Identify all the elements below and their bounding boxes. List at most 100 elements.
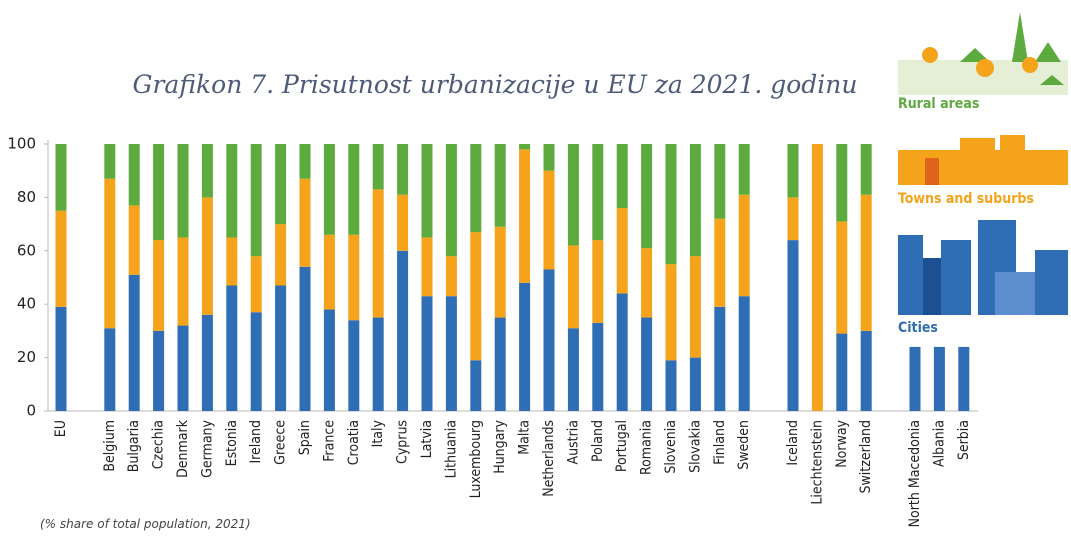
bar-segment bbox=[592, 240, 604, 323]
x-tick-label: Croatia bbox=[346, 420, 362, 465]
x-tick-label: Portugal bbox=[614, 420, 630, 472]
bar-segment bbox=[738, 296, 750, 411]
bar-segment bbox=[714, 144, 726, 219]
x-tick-label: Slovakia bbox=[687, 420, 703, 473]
bar-segment bbox=[689, 256, 701, 358]
bar-segment bbox=[445, 296, 457, 411]
bar-segment bbox=[641, 317, 653, 411]
x-tick-label: Lithuania bbox=[443, 420, 459, 478]
bar-segment bbox=[104, 144, 116, 179]
bar-segment bbox=[372, 317, 384, 411]
bars bbox=[55, 144, 970, 411]
bar-segment bbox=[372, 189, 384, 318]
bar-segment bbox=[55, 144, 67, 211]
bar-segment bbox=[104, 328, 116, 411]
legend: Cities Towns and suburbs Rural areas bbox=[898, 96, 1034, 336]
x-tick-label: Ireland bbox=[248, 420, 264, 464]
bar-segment bbox=[372, 144, 384, 190]
rural-tree bbox=[1022, 57, 1038, 73]
rural-tree bbox=[960, 48, 990, 62]
bar-segment bbox=[665, 144, 677, 265]
x-tick-label: Germany bbox=[199, 419, 215, 477]
bar-segment bbox=[275, 285, 287, 411]
x-tick-label: Estonia bbox=[224, 420, 240, 466]
legend-label: Cities bbox=[898, 320, 938, 336]
bar-segment bbox=[543, 269, 555, 411]
bar-segment bbox=[226, 237, 238, 286]
x-tick-label: Greece bbox=[273, 420, 289, 465]
bar-segment bbox=[153, 144, 165, 241]
bar-segment bbox=[616, 293, 628, 411]
bar-segment bbox=[567, 328, 579, 411]
x-tick-label: Cyprus bbox=[395, 420, 411, 464]
bar-segment bbox=[641, 144, 653, 249]
x-tick-label: Czechia bbox=[151, 420, 167, 469]
bar-segment bbox=[714, 218, 726, 307]
bar-segment bbox=[470, 144, 482, 233]
bar-segment bbox=[104, 178, 116, 329]
x-tick-label: Poland bbox=[590, 420, 606, 462]
cities-art bbox=[995, 272, 1035, 315]
bar-segment bbox=[689, 144, 701, 257]
footnote: (% share of total population, 2021) bbox=[40, 517, 251, 531]
rural-church bbox=[1012, 12, 1028, 62]
bar-segment bbox=[250, 256, 262, 313]
x-tick-label: Sweden bbox=[736, 420, 752, 470]
bar-segment bbox=[275, 224, 287, 286]
bar-segment bbox=[226, 144, 238, 238]
bar-segment bbox=[445, 144, 457, 257]
bar-segment bbox=[519, 144, 531, 150]
towns-art bbox=[960, 138, 995, 185]
bar-segment bbox=[55, 210, 67, 307]
x-tick-label: Finland bbox=[712, 420, 728, 465]
x-tick-label: Netherlands bbox=[541, 420, 557, 497]
rural-tree bbox=[976, 59, 994, 77]
bar-segment bbox=[592, 144, 604, 241]
bar-segment bbox=[641, 248, 653, 318]
x-tick-label: Albania bbox=[931, 420, 947, 467]
legend-art bbox=[898, 12, 1068, 315]
bar-segment bbox=[128, 144, 140, 206]
bar-segment bbox=[958, 346, 970, 411]
x-tick-label: EU bbox=[53, 420, 69, 437]
bar-segment bbox=[567, 144, 579, 246]
bar-segment bbox=[201, 144, 213, 198]
bar-segment bbox=[201, 314, 213, 411]
bar-segment bbox=[397, 194, 409, 251]
x-tick-label: Switzerland bbox=[858, 420, 874, 493]
x-tick-label: Latvia bbox=[419, 420, 435, 458]
x-tick-label: Belgium bbox=[102, 420, 118, 472]
bar-segment bbox=[177, 237, 189, 326]
x-tick-label: Denmark bbox=[175, 419, 191, 478]
bar-segment bbox=[933, 346, 945, 411]
bar-segment bbox=[397, 144, 409, 195]
bar-segment bbox=[250, 144, 262, 257]
bar-segment bbox=[909, 346, 921, 411]
y-tick-label: 60 bbox=[17, 241, 36, 259]
bar-segment bbox=[787, 144, 799, 198]
bar-segment bbox=[153, 330, 165, 411]
bar-segment bbox=[714, 306, 726, 411]
bar-segment bbox=[811, 144, 823, 411]
bar-segment bbox=[616, 144, 628, 209]
x-tick-label: Italy bbox=[370, 419, 386, 447]
bar-segment bbox=[787, 197, 799, 241]
x-tick-label: Spain bbox=[297, 420, 313, 455]
bar-segment bbox=[201, 197, 213, 315]
bar-segment bbox=[445, 256, 457, 297]
bar-segment bbox=[55, 306, 67, 411]
x-tick-label: Austria bbox=[565, 420, 581, 465]
x-tick-label: Serbia bbox=[956, 420, 972, 460]
bar-segment bbox=[226, 285, 238, 411]
legend-label: Towns and suburbs bbox=[898, 191, 1034, 207]
y-tick-label: 0 bbox=[26, 402, 36, 420]
bar-segment bbox=[397, 250, 409, 411]
bar-segment bbox=[860, 194, 872, 331]
bar-segment bbox=[689, 357, 701, 411]
bar-segment bbox=[299, 144, 311, 179]
bar-segment bbox=[153, 240, 165, 331]
bar-segment bbox=[421, 296, 433, 411]
bar-segment bbox=[323, 309, 335, 411]
bar-segment bbox=[836, 333, 848, 411]
